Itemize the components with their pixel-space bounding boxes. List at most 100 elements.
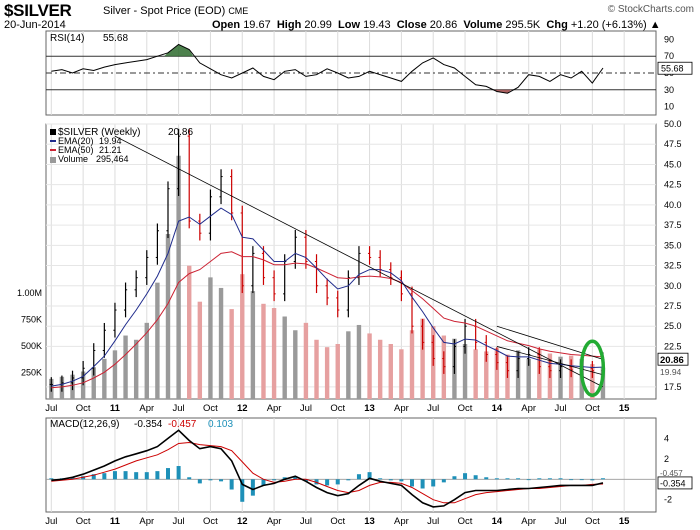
price-tick-label: 40.0: [664, 200, 682, 210]
macd-histogram-bar: [378, 478, 383, 480]
price-panel: 50.0 47.5 45.0 42.5 40.0 37.5 35.0 32.5 30.0 27.5…: [49, 119, 689, 398]
chg-label: Chg: [546, 19, 568, 31]
macd-histogram-bar: [399, 479, 404, 482]
volume-bar: [303, 322, 309, 399]
price-title: $SILVER (Weekly): [58, 127, 140, 138]
macd-last-value-label: -0.354: [660, 478, 686, 488]
macd-x-tick-label: Jul: [554, 516, 566, 527]
price-x-tick-label: Jul: [173, 403, 185, 414]
macd-histogram-bar: [452, 476, 457, 480]
volume-bar: [112, 350, 118, 399]
volume-bar: [526, 358, 531, 399]
macd-x-tick-label: 14: [492, 516, 503, 527]
volume-legend-swatch: [50, 157, 56, 163]
macd-histogram-bar: [335, 479, 340, 485]
macd-histogram-bar: [197, 479, 202, 484]
ema20-legend-label: EMA(20): [58, 136, 94, 146]
macd-x-tick-label: Apr: [267, 516, 282, 527]
macd-histogram-bar: [70, 477, 75, 480]
volume-bar: [240, 274, 245, 399]
volume-tick-label: 500K: [21, 341, 42, 351]
macd-histogram-bar: [272, 479, 277, 481]
macd-x-tick-label: Oct: [330, 516, 345, 527]
macd-x-tick-label: Apr: [521, 516, 536, 527]
price-x-tick-label: 12: [237, 403, 248, 414]
macd-histogram-bar: [410, 479, 414, 487]
price-legend: $SILVER (Weekly) 20.86 EMA(20) 19.94 EMA…: [50, 127, 193, 164]
volume-bar: [208, 277, 213, 399]
low-label: Low: [338, 19, 361, 31]
macd-histogram-bar: [240, 479, 245, 502]
trendline: [496, 346, 604, 376]
price-tick-label: 17.5: [664, 382, 682, 392]
macd-histogram-bar: [431, 479, 436, 487]
volume-bar: [568, 355, 574, 399]
ema20-last-label: 19.94: [660, 367, 682, 377]
price-x-tick-label: Apr: [394, 403, 409, 414]
volume-tick-label: 1.00M: [17, 288, 42, 298]
price-title-value: 20.86: [168, 127, 193, 138]
rsi-line: [51, 43, 604, 94]
macd-histogram-bar: [134, 472, 139, 480]
ema20-legend-swatch: [50, 140, 56, 142]
rsi-last-value-label: 55.68: [661, 64, 684, 74]
macd-histogram-bar: [473, 475, 478, 480]
macd-x-tick-label: Oct: [203, 516, 218, 527]
volume-bar: [91, 367, 96, 399]
volume-legend-label: Volume: [58, 154, 88, 164]
volume-bar: [335, 344, 340, 399]
ema50-legend-value: 21.21: [99, 145, 122, 155]
price-tick-label: 50.0: [664, 119, 682, 129]
price-tick-label: 45.0: [664, 159, 682, 169]
rsi-legend: RSI(14) 55.68: [50, 33, 128, 44]
macd-histogram-bar: [441, 479, 446, 483]
macd-histogram-bar: [155, 471, 160, 480]
macd-histogram-bar: [250, 479, 255, 496]
x-axis: Jul Jul Oct Oct 11 11 Apr Apr Jul Jul Oct Oct 12 12 Ap…: [45, 403, 630, 527]
price-tick-label: 32.5: [664, 261, 682, 271]
volume-bar: [484, 351, 489, 399]
ema50-legend-label: EMA(50): [58, 145, 94, 155]
volume-bar: [399, 349, 404, 399]
brand-watermark: © StockCharts.com: [607, 4, 694, 15]
exchange-text: CME: [228, 6, 249, 16]
macd-histogram-bar: [229, 479, 234, 490]
macd-histogram-bar: [123, 471, 128, 480]
chg-value: +1.20 (+6.13%): [570, 19, 647, 31]
ema20-line: [51, 207, 604, 387]
price-x-tick-label: 14: [492, 403, 503, 414]
macd-signal-last-label: -0.457: [660, 469, 683, 478]
volume-bar: [102, 358, 107, 399]
macd-x-tick-label: Oct: [76, 516, 91, 527]
price-x-tick-label: Jul: [45, 403, 57, 414]
open-value: 19.67: [243, 19, 271, 31]
grid-lines: [46, 31, 656, 512]
volume-bar: [314, 339, 319, 399]
volume-bar: [494, 348, 500, 399]
rsi-tick-label: 30: [664, 85, 674, 95]
last-price-box: [657, 352, 689, 366]
macd-histogram-bar: [569, 479, 574, 481]
price-x-tick-label: Oct: [76, 403, 91, 414]
volume-bar: [250, 291, 256, 399]
price-tick-label: 22.5: [664, 341, 682, 351]
symbol-description: Silver - Spot Price (EOD) CME: [103, 5, 248, 17]
price-tick-label: 35.0: [664, 240, 682, 250]
macd-histogram-bar: [187, 477, 192, 480]
price-x-tick-label: Apr: [267, 403, 282, 414]
volume-bar: [133, 339, 139, 399]
macd-histogram-bar: [219, 479, 224, 482]
price-x-tick-label: Apr: [139, 403, 154, 414]
macd-histogram-bar: [102, 473, 107, 480]
rsi-tick-label: 90: [664, 34, 674, 44]
last-price-label: 20.86: [660, 355, 684, 366]
volume-bar: [324, 347, 330, 399]
volume-bars: 1.00M 750K 500K 250K: [17, 155, 606, 399]
macd-histogram-bar: [176, 466, 181, 480]
macd-x-tick-label: Jul: [427, 516, 439, 527]
price-x-tick-label: Apr: [521, 403, 536, 414]
price-x-tick-label: 15: [619, 403, 630, 414]
macd-title: MACD(12,26,9): [50, 419, 119, 430]
macd-histogram-bar: [49, 478, 54, 480]
macd-line: [51, 429, 604, 508]
